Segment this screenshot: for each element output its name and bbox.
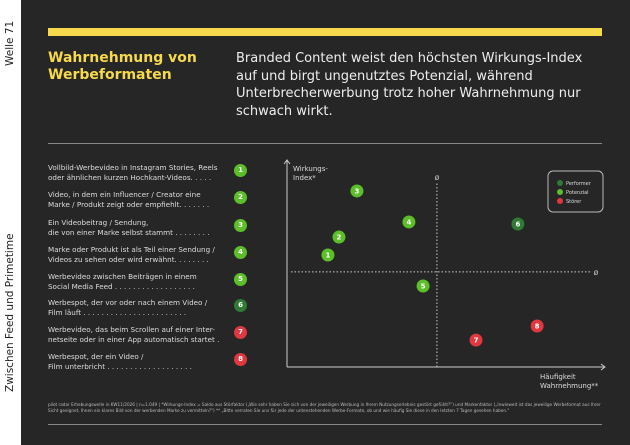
data-point-label: 5: [421, 283, 426, 291]
divider: [48, 143, 602, 144]
list-item: Werbespot, der vor oder nach einem Video…: [48, 298, 258, 322]
side-strip: Welle 71 Zwischen Feed und Primetime: [0, 0, 21, 445]
legend-marker: [557, 180, 563, 186]
item-badge: 4: [234, 246, 247, 259]
content-panel: [21, 0, 630, 445]
item-badge: 8: [234, 353, 247, 366]
item-text: Marke oder Produkt ist als Teil einer Se…: [48, 245, 215, 264]
data-point: [511, 217, 525, 231]
data-point-label: 3: [354, 187, 359, 195]
item-badge: 2: [234, 191, 247, 204]
list-item: Werbespot, der ein Video / Film unterbri…: [48, 352, 258, 376]
avg-x-label: Ø: [435, 175, 440, 182]
item-text: Ein Videobeitrag / Sendung, die von eine…: [48, 218, 210, 237]
item-badge: 7: [234, 326, 247, 339]
data-point: [530, 319, 544, 333]
footnote: pilot radar Erhebungswelle in KW11/2026 …: [48, 402, 601, 413]
list-item: Video, in dem ein Influencer / Creator e…: [48, 190, 258, 214]
x-axis-label-1: Häufigkeit: [540, 373, 576, 381]
data-point-label: 6: [515, 220, 520, 228]
item-badge: 5: [234, 273, 247, 286]
x-axis-label-2: Wahrnehmung**: [540, 382, 599, 390]
legend-marker: [557, 198, 563, 204]
lead-text: Branded Content weist den höchsten Wirku…: [236, 51, 583, 119]
list-item: Vollbild-Werbevideo in Instagram Stories…: [48, 163, 258, 187]
item-text: Video, in dem ein Influencer / Creator e…: [48, 190, 210, 209]
item-badge: 3: [234, 219, 247, 232]
data-point-label: 7: [474, 337, 479, 345]
list-item: Marke oder Produkt ist als Teil einer Se…: [48, 245, 258, 269]
item-text: Werbespot, der ein Video / Film unterbri…: [48, 352, 192, 371]
y-arrow-icon: [283, 159, 291, 165]
x-arrow-icon: [600, 363, 606, 371]
legend-label: Performer: [566, 181, 592, 187]
list-item: Werbevideo zwischen Beiträgen in einem S…: [48, 272, 258, 296]
list-item: Ein Videobeitrag / Sendung, die von eine…: [48, 218, 258, 242]
data-point-label: 1: [326, 252, 331, 260]
item-badge: 6: [234, 299, 247, 312]
legend-box: [547, 170, 604, 213]
accent-bar: [48, 28, 602, 36]
data-point-label: 2: [337, 234, 342, 242]
data-point: [469, 333, 483, 347]
legend-marker: [557, 189, 563, 195]
data-point: [321, 248, 335, 262]
item-text: Vollbild-Werbevideo in Instagram Stories…: [48, 163, 218, 182]
item-badge: 1: [234, 164, 247, 177]
data-point-label: 4: [406, 218, 411, 226]
item-text: Werbevideo zwischen Beiträgen in einem S…: [48, 272, 197, 291]
legend-label: Potenzial: [566, 190, 589, 196]
list-item: Werbevideo, das beim Scrollen auf einer …: [48, 325, 258, 349]
legend-label: Störer: [566, 199, 582, 205]
item-text: Werbespot, der vor oder nach einem Video…: [48, 298, 208, 317]
avg-y-label: Ø: [594, 270, 599, 277]
data-point: [416, 279, 430, 293]
item-text: Werbevideo, das beim Scrollen auf einer …: [48, 325, 220, 344]
page-title: Wahrnehmung von Werbeformaten: [48, 50, 197, 83]
data-point: [402, 215, 416, 229]
data-point: [350, 184, 364, 198]
data-point-label: 8: [535, 322, 540, 330]
y-axis-label-2: Index*: [293, 174, 316, 182]
footer-divider: [48, 424, 602, 425]
data-point: [332, 230, 346, 244]
y-axis-label-1: Wirkungs-: [293, 165, 328, 173]
